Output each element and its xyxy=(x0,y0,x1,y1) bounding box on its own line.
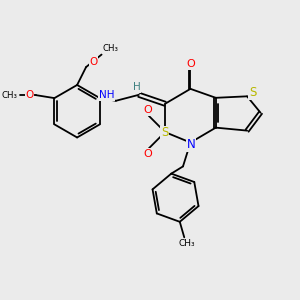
Text: CH₃: CH₃ xyxy=(178,239,195,248)
Text: NH: NH xyxy=(99,90,114,100)
Text: O: O xyxy=(25,90,34,100)
Text: S: S xyxy=(161,126,168,139)
Text: O: O xyxy=(89,57,97,67)
Text: O: O xyxy=(144,149,152,159)
Text: H: H xyxy=(133,82,140,92)
Text: CH₃: CH₃ xyxy=(2,91,18,100)
Text: CH₃: CH₃ xyxy=(103,44,118,53)
Text: O: O xyxy=(186,59,195,69)
Text: S: S xyxy=(249,86,256,99)
Text: O: O xyxy=(144,105,152,115)
Text: N: N xyxy=(187,138,195,152)
